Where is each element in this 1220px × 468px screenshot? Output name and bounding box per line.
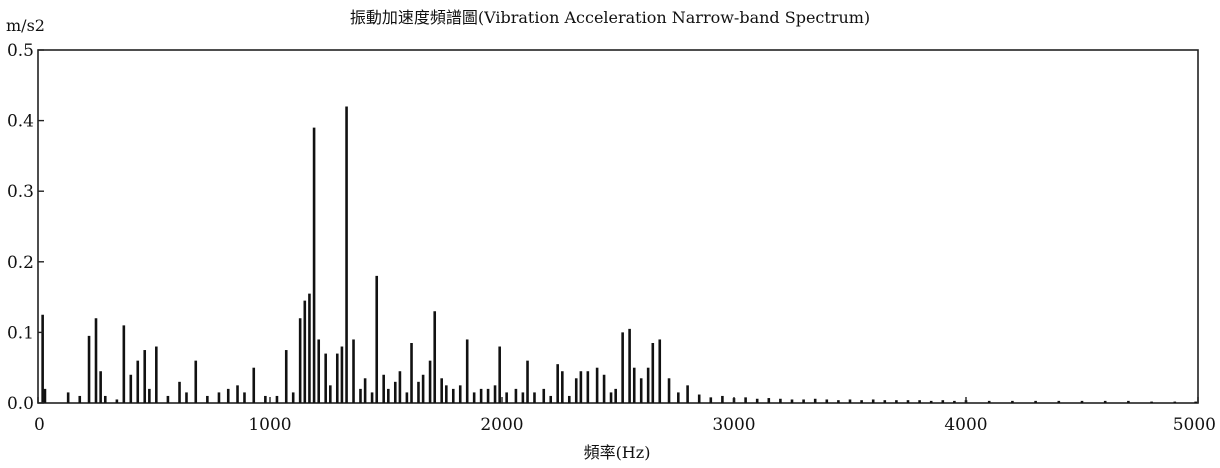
x-tick-label: 5000 <box>1173 415 1216 435</box>
x-tick-label: 0 <box>34 415 45 435</box>
y-tick-label: 0.3 <box>7 182 34 202</box>
y-axis-ticks: 0.0 0.1 0.2 0.3 0.4 0.5 <box>7 41 44 414</box>
x-tick-label: 3000 <box>712 415 755 435</box>
chart-title: 振動加速度頻譜圖(Vibration Acceleration Narrow-b… <box>350 8 870 27</box>
plot-frame <box>37 49 1199 404</box>
y-tick-label: 0.5 <box>7 41 34 61</box>
spectrum-spikes <box>41 106 1197 403</box>
x-tick-label: 4000 <box>944 415 987 435</box>
x-tick-label: 1000 <box>248 415 291 435</box>
x-axis-label: 頻率(Hz) <box>584 443 651 462</box>
x-tick-label: 2000 <box>480 415 523 435</box>
y-axis-label: m/s2 <box>6 16 45 35</box>
y-tick-label: 0.1 <box>7 323 34 343</box>
x-axis-ticks: 0 1000 2000 3000 4000 5000 <box>34 397 1216 435</box>
y-tick-label: 0.4 <box>7 112 34 132</box>
y-tick-label: 0.0 <box>7 394 34 414</box>
y-tick-label: 0.2 <box>7 253 34 273</box>
